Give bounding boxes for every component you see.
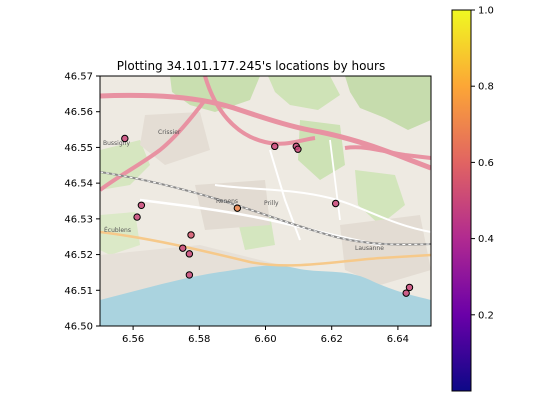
y-tick-label: 46.52 bbox=[64, 250, 93, 261]
x-tick-label: 6.64 bbox=[387, 334, 409, 345]
y-tick-label: 46.50 bbox=[64, 322, 93, 333]
x-tick-label: 6.56 bbox=[122, 334, 144, 345]
chart-title: Plotting 34.101.177.245's locations by h… bbox=[117, 59, 385, 73]
data-point-6 bbox=[185, 271, 194, 279]
map-label-renens: Renens bbox=[216, 198, 238, 205]
map-background: Crissier Renens Prilly Écublens Lausanne… bbox=[100, 76, 431, 326]
y-axis: 46.50 46.51 46.52 46.53 46.54 46.55 46.56 46.57 bbox=[64, 72, 100, 333]
x-tick-label: 6.62 bbox=[321, 334, 343, 345]
data-point-2 bbox=[133, 213, 141, 221]
colorbar-tick-label: 0.4 bbox=[478, 234, 494, 245]
map-label-prilly: Prilly bbox=[264, 200, 279, 207]
y-tick-label: 46.54 bbox=[64, 179, 93, 190]
x-tick-label: 6.58 bbox=[188, 334, 210, 345]
data-point-1 bbox=[137, 201, 146, 209]
colorbar bbox=[451, 9, 472, 392]
map-label-crissier: Crissier bbox=[158, 129, 181, 136]
map-label-ecublens: Écublens bbox=[104, 226, 131, 234]
colorbar-tick-label: 1.0 bbox=[478, 6, 494, 17]
data-point-0 bbox=[121, 134, 129, 143]
colorbar-axis: 0.2 0.4 0.6 0.8 1.0 bbox=[471, 6, 494, 321]
x-axis: 6.56 6.58 6.60 6.62 6.64 bbox=[122, 326, 409, 345]
colorbar-tick-label: 0.2 bbox=[478, 310, 494, 321]
data-point-4 bbox=[179, 244, 187, 252]
data-point-8 bbox=[271, 142, 279, 151]
data-point-10 bbox=[294, 145, 302, 153]
map-label-lausanne: Lausanne bbox=[355, 245, 384, 252]
data-point-12 bbox=[405, 283, 414, 292]
y-tick-label: 46.56 bbox=[64, 107, 93, 118]
data-point-11 bbox=[331, 199, 340, 208]
colorbar-tick-label: 0.8 bbox=[478, 82, 494, 93]
x-tick-label: 6.60 bbox=[254, 334, 276, 345]
y-tick-label: 46.55 bbox=[64, 143, 93, 154]
y-tick-label: 46.51 bbox=[64, 286, 93, 297]
data-point-3 bbox=[187, 231, 195, 239]
map-label-bussigny: Bussigny bbox=[103, 140, 130, 147]
data-point-7 bbox=[233, 204, 242, 212]
colorbar-tick-label: 0.6 bbox=[478, 158, 494, 169]
y-tick-label: 46.57 bbox=[64, 72, 93, 83]
data-point-5 bbox=[185, 250, 194, 258]
data-point-13 bbox=[402, 289, 410, 297]
y-tick-label: 46.53 bbox=[64, 214, 93, 225]
points-layer bbox=[121, 134, 414, 297]
